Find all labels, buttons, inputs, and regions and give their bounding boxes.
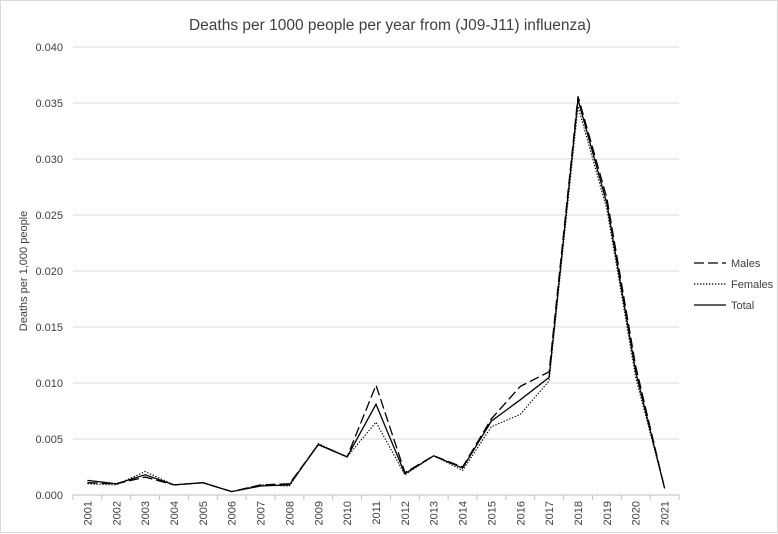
x-tick-label: 2003 — [140, 501, 152, 525]
x-tick-label: 2012 — [400, 501, 412, 525]
series-line-males — [87, 96, 666, 493]
series-line-females — [87, 106, 666, 493]
gridlines — [73, 46, 679, 440]
x-tick-label: 2013 — [429, 501, 441, 525]
x-tick-label: 2004 — [169, 501, 181, 525]
y-tick-label: 0.035 — [35, 98, 63, 110]
x-tick-label: 2002 — [111, 501, 123, 525]
x-tick-label: 2008 — [284, 501, 296, 525]
x-tick-label: 2016 — [515, 501, 527, 525]
x-tick-label: 2007 — [256, 501, 268, 525]
x-tick-label: 2015 — [486, 501, 498, 525]
x-tick-label: 2021 — [660, 501, 672, 525]
chart-title: Deaths per 1000 people per year from (J0… — [189, 17, 591, 34]
x-tick-label: 2001 — [82, 501, 94, 525]
legend-label-males: Males — [731, 258, 761, 270]
x-tick-label: 2009 — [313, 501, 325, 525]
y-tick-label: 0.000 — [35, 490, 63, 502]
y-tick-label: 0.025 — [35, 210, 63, 222]
x-tick-label: 2020 — [631, 501, 643, 525]
legend: Males Females Total — [694, 258, 774, 312]
y-tick-label: 0.040 — [35, 42, 63, 54]
x-tick-label: 2014 — [458, 501, 470, 525]
y-axis-ticks: 0.000 0.005 0.010 0.015 0.020 0.025 0.030 0.035… — [35, 42, 63, 502]
y-tick-label: 0.010 — [35, 378, 63, 390]
x-tick-label: 2019 — [602, 501, 614, 525]
x-axis-ticks: 2001 2002 2003 2004 2005 2006 2007 2008 2009 2010… — [72, 495, 680, 525]
x-tick-label: 2005 — [198, 501, 210, 525]
y-tick-label: 0.015 — [35, 322, 63, 334]
x-tick-label: 2017 — [544, 501, 556, 525]
y-tick-label: 0.005 — [35, 434, 63, 446]
x-tick-label: 2006 — [227, 501, 239, 525]
y-axis-label: Deaths per 1,000 people — [18, 211, 30, 331]
x-tick-label: 2018 — [573, 501, 585, 525]
y-tick-label: 0.020 — [35, 266, 63, 278]
x-tick-label: 2011 — [371, 501, 383, 525]
legend-label-females: Females — [731, 279, 774, 291]
series-lines — [87, 96, 666, 493]
x-tick-label: 2010 — [342, 501, 354, 525]
legend-label-total: Total — [731, 300, 754, 312]
y-tick-label: 0.030 — [35, 154, 63, 166]
series-line-total — [87, 99, 666, 493]
